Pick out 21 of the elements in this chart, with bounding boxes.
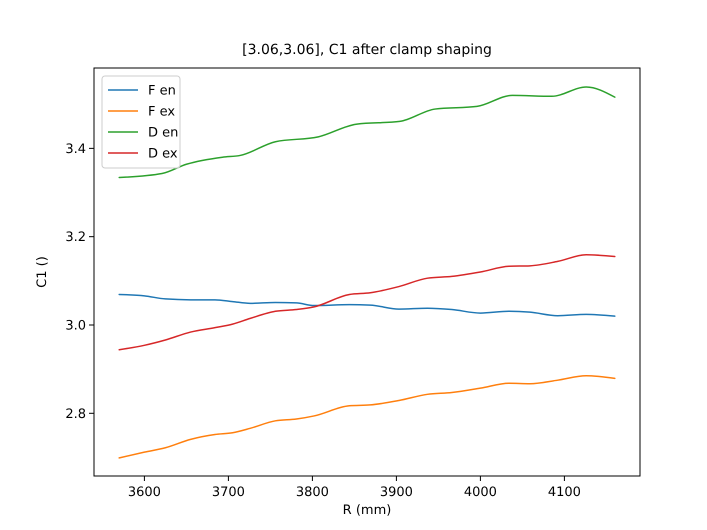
chart-title: [3.06,3.06], C1 after clamp shaping <box>242 42 492 58</box>
legend-label: D ex <box>148 146 178 162</box>
legend-label: D en <box>148 126 178 141</box>
y-tick-label: 2.8 <box>65 406 86 422</box>
line-series <box>118 375 616 459</box>
y-axis-title: C1 () <box>35 256 50 288</box>
y-tick-label: 3.0 <box>65 318 86 334</box>
x-axis-title: R (mm) <box>342 503 392 518</box>
line-series <box>118 86 616 178</box>
x-tick-label: 3800 <box>296 485 329 500</box>
y-tick-label: 3.4 <box>65 142 86 157</box>
x-tick-label: 3600 <box>128 485 161 500</box>
x-tick-label: 4000 <box>464 485 497 500</box>
x-tick-label: 3700 <box>212 485 245 500</box>
line-series <box>118 294 616 317</box>
legend-label: F ex <box>148 104 176 120</box>
legend-label: F en <box>148 84 176 99</box>
y-tick-label: 3.2 <box>65 230 86 246</box>
x-tick-label: 3900 <box>380 485 413 500</box>
line-series <box>118 254 616 350</box>
x-tick-label: 4100 <box>548 485 581 500</box>
